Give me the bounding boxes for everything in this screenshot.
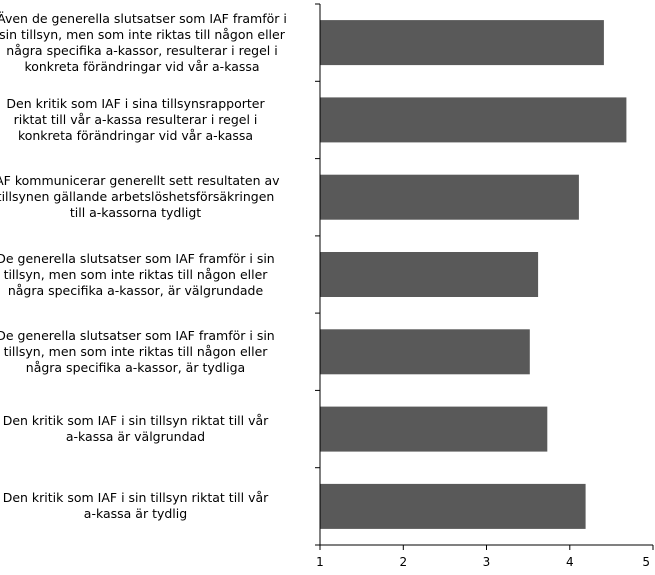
x-tick-label-1: 1 xyxy=(316,555,324,569)
bar-5 xyxy=(320,329,530,375)
category-label-5: De generella slutsatser som IAF framför … xyxy=(0,327,275,375)
bar-7 xyxy=(320,483,586,529)
bar-3 xyxy=(320,174,579,220)
x-tick-label-2: 2 xyxy=(399,555,407,569)
bar-1 xyxy=(320,20,604,66)
category-label-6: Den kritik som IAF i sin tillsyn riktat … xyxy=(2,413,269,445)
x-tick-labels: 1 2 3 4 5 xyxy=(316,555,650,569)
bar-6 xyxy=(320,406,548,452)
category-label-1: Även de generella slutsatser som IAF fra… xyxy=(0,10,287,74)
bar-2 xyxy=(320,97,627,143)
x-tick-label-4: 4 xyxy=(566,555,574,569)
bars-group xyxy=(320,20,627,529)
category-label-7: Den kritik som IAF i sin tillsyn riktat … xyxy=(2,490,269,522)
x-tick-label-5: 5 xyxy=(642,555,650,569)
x-tick-label-3: 3 xyxy=(483,555,491,569)
category-label-2: Den kritik som IAF i sina tillsynsrappor… xyxy=(6,95,265,143)
bar-4 xyxy=(320,252,539,297)
axes-group xyxy=(315,3,654,550)
category-label-4: De generella slutsatser som IAF framför … xyxy=(0,250,275,298)
category-label-3: IAF kommunicerar generellt sett resultat… xyxy=(0,173,280,221)
